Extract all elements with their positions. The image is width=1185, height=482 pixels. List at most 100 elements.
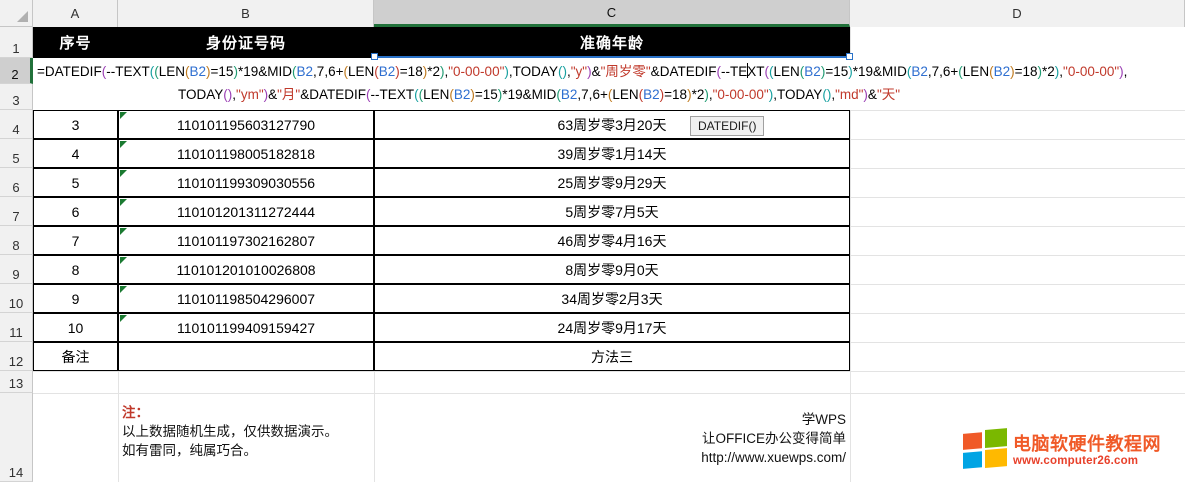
row-header-14[interactable]: 14: [0, 393, 33, 482]
error-indicator-triangle-icon[interactable]: [120, 257, 127, 264]
cell-id-9[interactable]: 110101198504296007: [118, 284, 374, 313]
table-header-label: 准确年龄: [579, 35, 644, 52]
error-indicator-triangle-icon[interactable]: [120, 315, 127, 322]
select-all-corner[interactable]: [0, 0, 33, 27]
cell-value: 5: [71, 174, 80, 191]
notes-line-1: 以上数据随机生成，仅供数据演示。: [122, 424, 338, 439]
row-header-3[interactable]: 3: [0, 84, 33, 110]
error-indicator-triangle-icon[interactable]: [120, 112, 127, 119]
cell-age-3[interactable]: 63周岁零3月20天: [374, 110, 850, 139]
notes-line-2: 如有雷同，纯属巧合。: [122, 443, 257, 458]
row-header-9[interactable]: 9: [0, 255, 33, 284]
row-header-label: 14: [8, 465, 24, 480]
formula-edit-cell[interactable]: =DATEDIF(--TEXT((LEN(B2)=15)*19&MID(B2,7…: [33, 58, 1185, 110]
cell-id-5[interactable]: 110101199309030556: [118, 168, 374, 197]
row-header-6[interactable]: 6: [0, 168, 33, 197]
row-header-2[interactable]: 2: [0, 58, 33, 84]
cell-value: 3: [71, 116, 80, 133]
cell-age-8[interactable]: 8周岁零9月0天: [374, 255, 850, 284]
cell-seq-10[interactable]: 10: [33, 313, 118, 342]
row-header-strip: 1 2 3 4 5 6 7 8 9 10 11 12 13 14: [0, 27, 33, 482]
cell-age-6[interactable]: 5周岁零7月5天: [374, 197, 850, 226]
column-header-d[interactable]: D: [850, 0, 1185, 27]
row-header-8[interactable]: 8: [0, 226, 33, 255]
cell-id-4[interactable]: 110101198005182818: [118, 139, 374, 168]
cell-id-3[interactable]: 110101195603127790: [118, 110, 374, 139]
cell-value: 8周岁零9月0天: [565, 261, 659, 278]
row-header-7[interactable]: 7: [0, 197, 33, 226]
watermark-site-url: www.computer26.com: [1013, 455, 1139, 467]
flag-quadrant-red: [963, 432, 982, 450]
row-header-1[interactable]: 1: [0, 27, 33, 58]
error-indicator-triangle-icon[interactable]: [120, 286, 127, 293]
cell-age-9[interactable]: 34周岁零2月3天: [374, 284, 850, 313]
cell-value: 34周岁零2月3天: [561, 290, 663, 307]
cell-value: 24周岁零9月17天: [557, 319, 667, 336]
selection-top-border: [374, 56, 850, 58]
cell-footer-blank[interactable]: [118, 342, 374, 371]
error-indicator-triangle-icon[interactable]: [120, 141, 127, 148]
cell-seq-5[interactable]: 5: [33, 168, 118, 197]
cell-value: 8: [71, 261, 80, 278]
cell-id-8[interactable]: 110101201010026808: [118, 255, 374, 284]
cell-age-10[interactable]: 24周岁零9月17天: [374, 313, 850, 342]
cell-seq-7[interactable]: 7: [33, 226, 118, 255]
cell-age-5[interactable]: 25周岁零9月29天: [374, 168, 850, 197]
row-header-label: 1: [12, 41, 20, 56]
cell-footer-label[interactable]: 备注: [33, 342, 118, 371]
flag-quadrant-blue: [963, 451, 982, 469]
error-indicator-triangle-icon[interactable]: [120, 228, 127, 235]
cell-age-7[interactable]: 46周岁零4月16天: [374, 226, 850, 255]
flag-quadrant-yellow: [985, 448, 1007, 468]
error-indicator-triangle-icon[interactable]: [120, 199, 127, 206]
watermark-site-name: 电脑软硬件教程网: [1013, 434, 1161, 454]
cell-id-6[interactable]: 110101201311272444: [118, 197, 374, 226]
windows-flag-icon: [963, 428, 1007, 472]
cell-value: 110101197302162807: [176, 232, 316, 249]
row-header-4[interactable]: 4: [0, 110, 33, 139]
column-header-b[interactable]: B: [118, 0, 374, 27]
row-header-label: 8: [12, 238, 20, 253]
column-header-label: D: [1012, 6, 1022, 21]
row-header-label: 7: [12, 209, 20, 224]
selection-handle-topleft[interactable]: [371, 53, 378, 60]
selection-handle-topright[interactable]: [846, 53, 853, 60]
column-header-c[interactable]: C: [374, 0, 850, 27]
row-header-13[interactable]: 13: [0, 371, 33, 393]
cell-value: 110101198005182818: [176, 145, 316, 162]
row-header-label: 2: [11, 67, 19, 82]
cell-seq-9[interactable]: 9: [33, 284, 118, 313]
row-header-label: 13: [8, 376, 24, 391]
cell-age-4[interactable]: 39周岁零1月14天: [374, 139, 850, 168]
cell-seq-4[interactable]: 4: [33, 139, 118, 168]
cell-value: 方法三: [591, 348, 633, 365]
cell-id-10[interactable]: 110101199409159427: [118, 313, 374, 342]
flag-quadrant-green: [985, 428, 1007, 448]
column-header-a[interactable]: A: [33, 0, 118, 27]
row-header-11[interactable]: 11: [0, 313, 33, 342]
row-header-12[interactable]: 12: [0, 342, 33, 371]
cell-seq-6[interactable]: 6: [33, 197, 118, 226]
table-header-a[interactable]: 序号: [33, 27, 118, 58]
row-header-5[interactable]: 5: [0, 139, 33, 168]
cell-seq-3[interactable]: 3: [33, 110, 118, 139]
cell-value: 110101195603127790: [176, 116, 316, 133]
row-header-10[interactable]: 10: [0, 284, 33, 313]
row-header-label: 12: [8, 354, 24, 369]
cell-value: 10: [67, 319, 84, 336]
promo-block: 学WPS 让OFFICE办公变得简单 http://www.xuewps.com…: [470, 410, 846, 467]
error-indicator-triangle-icon[interactable]: [120, 170, 127, 177]
cell-value: 5周岁零7月5天: [565, 203, 659, 220]
column-header-label: B: [241, 6, 250, 21]
gridline-horizontal: [33, 393, 1185, 394]
cell-value: 25周岁零9月29天: [557, 174, 667, 191]
row-header-label: 4: [12, 122, 20, 137]
cell-id-7[interactable]: 110101197302162807: [118, 226, 374, 255]
table-header-b[interactable]: 身份证号码: [118, 27, 374, 58]
watermark-logo: 电脑软硬件教程网 www.computer26.com: [963, 428, 1175, 474]
formula-function-tooltip: DATEDIF(): [690, 116, 765, 136]
table-header-c[interactable]: 准确年龄: [374, 27, 850, 58]
cell-seq-8[interactable]: 8: [33, 255, 118, 284]
cell-footer-method[interactable]: 方法三: [374, 342, 850, 371]
